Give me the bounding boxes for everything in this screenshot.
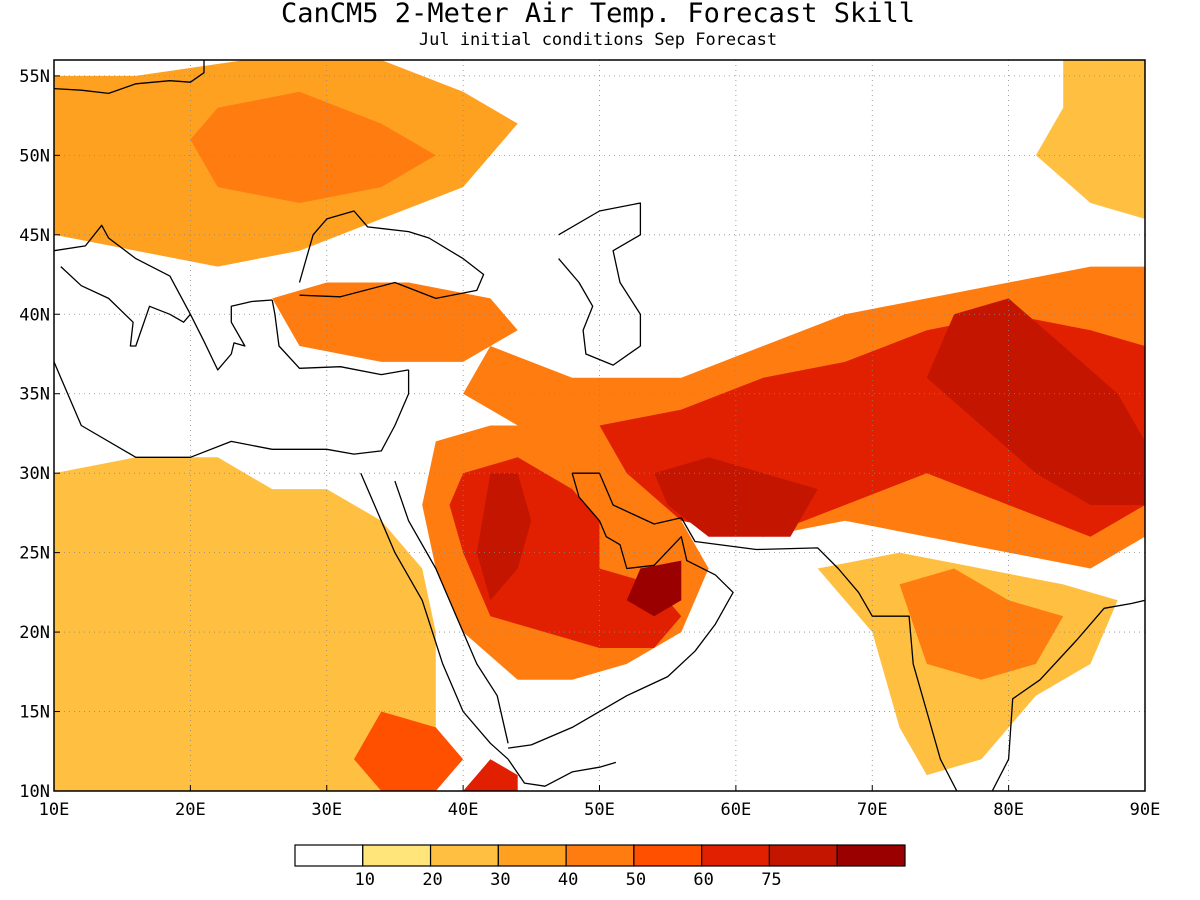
- colorbar-swatch: [836, 844, 906, 867]
- longitude-label: 60E: [721, 800, 752, 820]
- skill-region-sudan-patch: [354, 711, 464, 791]
- coastline-persian-gulf-north: [572, 472, 958, 791]
- skill-region-turkey-medium: [272, 282, 518, 362]
- coastline-adriatic-italy: [54, 224, 192, 347]
- colorbar-swatch: [701, 844, 771, 867]
- latitude-label: 35N: [19, 385, 50, 405]
- latitude-label: 25N: [19, 544, 50, 564]
- skill-region-europe-orange: [190, 91, 436, 203]
- coastline-layer: [54, 60, 1145, 791]
- coastline-black-sea: [298, 210, 485, 300]
- longitude-label: 70E: [857, 800, 888, 820]
- latitude-axis-labels: 10N 15N 20N 25N 30N 35N 40N 45N 50N 55N: [19, 67, 60, 802]
- longitude-label: 20E: [175, 800, 206, 820]
- latitude-label: 50N: [19, 146, 50, 166]
- coastline-levant-turkey-south: [271, 299, 409, 376]
- colorbar-tick-label: 20: [422, 870, 442, 890]
- latitude-label: 55N: [19, 67, 50, 87]
- map-panel: 10E 20E 30E 40E 50E 60E 70E 80E 90E 10N 15N 20N 25N…: [19, 59, 1161, 820]
- colorbar-swatch: [294, 844, 364, 867]
- skill-region-oman-core: [626, 560, 682, 617]
- skill-region-sahel-light: [54, 457, 436, 791]
- coastline-india-east: [991, 599, 1145, 791]
- coastline-red-sea-east: [394, 480, 509, 744]
- latitude-label: 20N: [19, 623, 50, 643]
- coastline-horn-africa: [507, 758, 617, 787]
- longitude-label: 10E: [39, 800, 70, 820]
- colorbar-tick-label: 10: [355, 870, 375, 890]
- longitude-label: 40E: [448, 800, 479, 820]
- longitude-axis-labels: 10E 20E 30E 40E 50E 60E 70E 80E 90E: [39, 785, 1161, 820]
- colorbar-swatch: [633, 844, 703, 867]
- figure-subtitle: Jul initial conditions Sep Forecast: [419, 30, 777, 50]
- skill-region-tibet-core: [926, 298, 1145, 505]
- coastline-caspian: [558, 202, 642, 366]
- latitude-label: 45N: [19, 226, 50, 246]
- skill-region-east-africa-patch: [463, 759, 518, 791]
- colorbar-swatch: [768, 844, 838, 867]
- latitude-label: 40N: [19, 305, 50, 325]
- coastline-greece: [189, 299, 273, 371]
- figure-title: CanCM5 2-Meter Air Temp. Forecast Skill: [281, 0, 915, 29]
- coastline-arabia-south: [508, 473, 734, 749]
- longitude-label: 30E: [311, 800, 342, 820]
- latitude-label: 10N: [19, 782, 50, 802]
- longitude-label: 50E: [584, 800, 615, 820]
- longitude-label: 90E: [1130, 800, 1161, 820]
- colorbar-tick-label: 60: [693, 870, 713, 890]
- colorbar-swatch: [429, 844, 499, 867]
- colorbar-swatch: [497, 844, 567, 867]
- skill-region-afghan-core: [654, 457, 818, 537]
- latitude-label: 15N: [19, 703, 50, 723]
- colorbar-tick-label: 75: [761, 870, 781, 890]
- skill-region-india-medium: [899, 568, 1064, 680]
- skill-region-east-corner: [1035, 60, 1145, 219]
- coastline-red-sea-west: [360, 472, 509, 760]
- longitude-label: 80E: [993, 800, 1024, 820]
- colorbar-tick-label: 40: [558, 870, 578, 890]
- colorbar-legend: 10 20 30 40 50 60 75: [294, 844, 906, 890]
- colorbar-swatch: [565, 844, 635, 867]
- skill-region-arabia-core: [476, 473, 532, 601]
- coastline-mediterranean-south: [54, 361, 410, 458]
- coastline-baltic: [54, 60, 205, 95]
- colorbar-tick-label: 30: [490, 870, 510, 890]
- latitude-label: 30N: [19, 464, 50, 484]
- colorbar-swatch: [362, 844, 432, 867]
- colorbar-tick-label: 50: [626, 870, 646, 890]
